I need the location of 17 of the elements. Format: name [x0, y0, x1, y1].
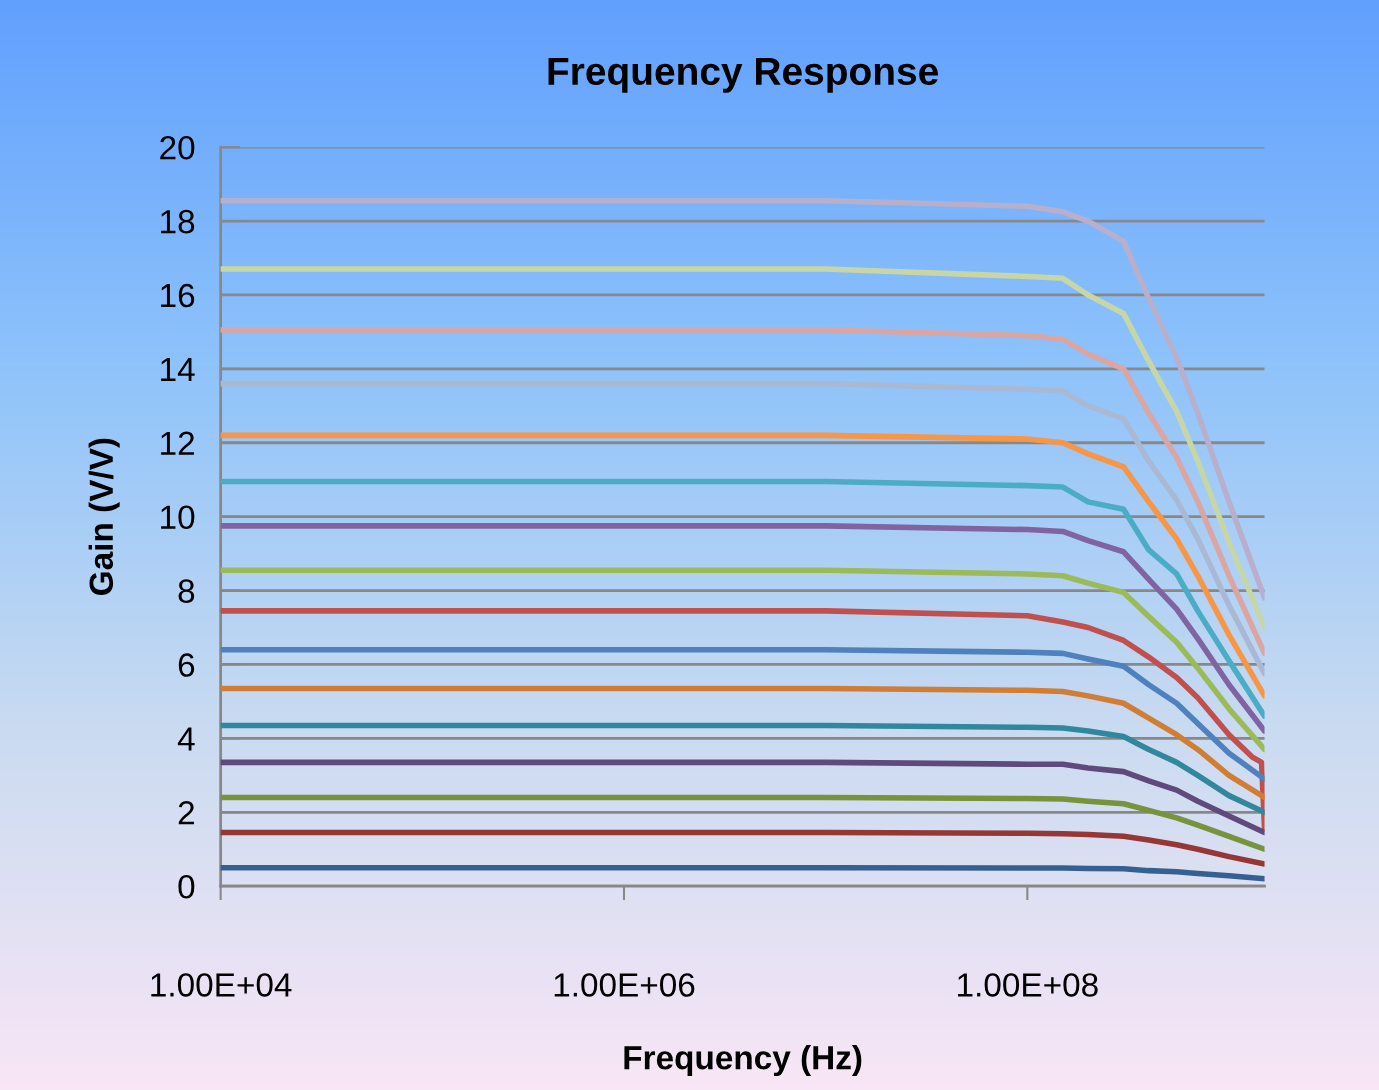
y-tick-label: 4	[177, 727, 195, 751]
y-tick-label: 10	[161, 505, 195, 530]
y-tick-label: 14	[161, 358, 195, 381]
y-tick-label: 20	[160, 135, 195, 160]
y-axis-title: Gain (V/V)	[88, 438, 120, 595]
y-tick-label: 2	[178, 801, 194, 825]
y-tick-label: 8	[178, 579, 195, 603]
chart-title: Frequency Response	[548, 57, 938, 93]
y-tick-label: 18	[161, 209, 195, 234]
x-axis-title: Frequency (Hz)	[624, 1045, 862, 1077]
x-tick-label: 1.00E+08	[958, 973, 1098, 997]
y-tick-label: 0	[178, 874, 195, 899]
x-tick-label: 1.00E+04	[151, 973, 292, 997]
y-tick-label: 16	[161, 283, 195, 308]
y-tick-label: 6	[178, 653, 195, 677]
x-tick-label: 1.00E+06	[554, 973, 695, 997]
y-tick-label: 12	[161, 431, 194, 455]
